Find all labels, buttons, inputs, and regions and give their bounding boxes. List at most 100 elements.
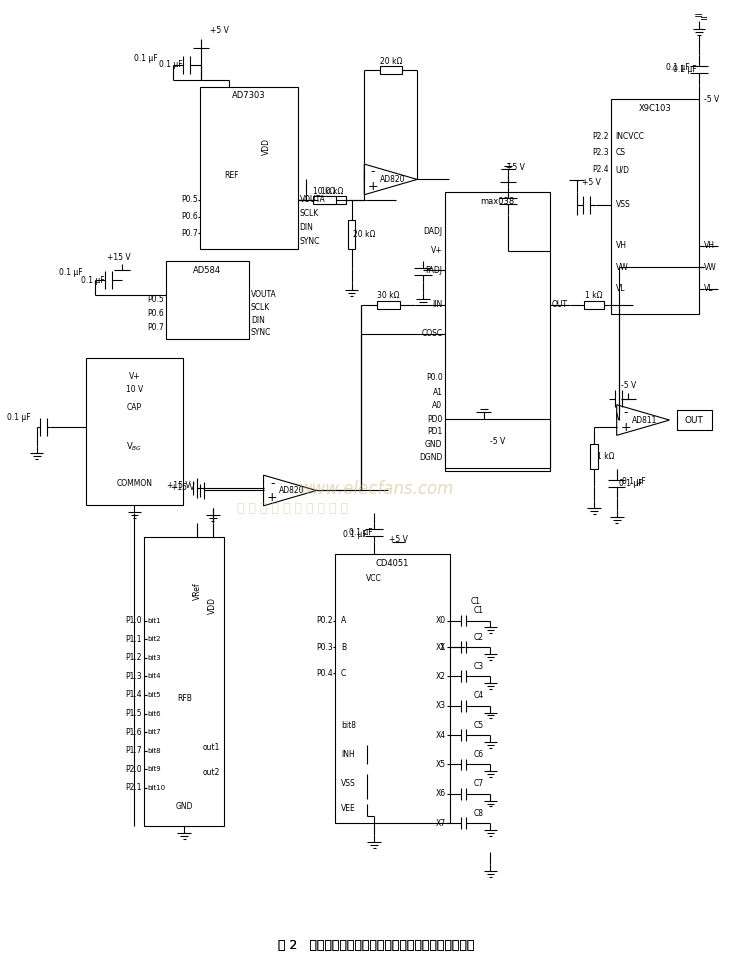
Text: A1: A1 (433, 388, 442, 398)
Text: X1: X1 (436, 642, 445, 651)
Text: B: B (341, 642, 346, 651)
Text: 0.1 μF: 0.1 μF (7, 413, 31, 422)
Text: bit6: bit6 (147, 711, 161, 716)
Text: VOUTA: VOUTA (251, 291, 277, 299)
Text: 中 电 网 元 器 件 产 品 世 界: 中 电 网 元 器 件 产 品 世 界 (237, 502, 349, 514)
Text: X4: X4 (436, 731, 445, 740)
Text: COMMON: COMMON (116, 479, 152, 488)
Text: X5: X5 (436, 760, 445, 769)
Bar (200, 87, 298, 249)
Text: 10 kΩ: 10 kΩ (321, 187, 344, 195)
Text: 20 kΩ: 20 kΩ (379, 56, 402, 65)
Bar (591, 444, 598, 469)
Text: +: + (620, 421, 631, 434)
Text: C1: C1 (471, 597, 481, 606)
Text: =: = (695, 11, 703, 21)
Text: bit3: bit3 (147, 655, 161, 661)
Text: C6: C6 (473, 750, 484, 759)
Text: 0.1 μF: 0.1 μF (673, 65, 697, 74)
Text: P1.0: P1.0 (125, 616, 142, 625)
Text: P1.3: P1.3 (125, 672, 142, 680)
Text: AD820: AD820 (279, 486, 305, 495)
Text: VW: VW (703, 263, 717, 272)
Bar (313, 196, 336, 204)
Text: SCLK: SCLK (300, 209, 319, 218)
Text: X6: X6 (436, 789, 445, 798)
Text: VL: VL (616, 285, 626, 294)
Text: VW: VW (616, 263, 628, 272)
Text: bit9: bit9 (147, 766, 161, 773)
Text: +5 V: +5 V (582, 178, 601, 187)
Text: 0.1 μF: 0.1 μF (619, 479, 642, 488)
Text: VH: VH (703, 241, 715, 251)
Text: -5 V: -5 V (621, 381, 636, 391)
Text: out2: out2 (202, 768, 220, 777)
Text: PD1: PD1 (427, 428, 442, 436)
Text: bit4: bit4 (147, 674, 160, 679)
Text: -5 V: -5 V (703, 94, 719, 104)
Text: CAP: CAP (127, 402, 142, 412)
Text: C: C (341, 669, 346, 677)
Text: INCVCC: INCVCC (616, 132, 645, 141)
Text: +15 V: +15 V (171, 483, 195, 492)
Text: -: - (270, 476, 275, 490)
Text: 0.1 μF: 0.1 μF (81, 276, 105, 285)
Text: VRef: VRef (192, 582, 202, 600)
Text: X0: X0 (436, 616, 445, 625)
Text: C5: C5 (473, 721, 484, 730)
Text: C7: C7 (473, 780, 484, 788)
Bar (611, 99, 699, 314)
Text: bit10: bit10 (147, 784, 165, 791)
Text: +15 V: +15 V (107, 253, 131, 262)
Text: OUT: OUT (552, 300, 568, 309)
Text: V+: V+ (431, 246, 442, 256)
Text: P1.4: P1.4 (125, 690, 142, 700)
Text: P0.5: P0.5 (181, 195, 198, 204)
Text: P0.7: P0.7 (181, 228, 198, 238)
Text: 0.1 μF: 0.1 μF (343, 530, 367, 539)
Text: P2.3: P2.3 (592, 149, 609, 157)
Text: IIN: IIN (433, 300, 442, 309)
Text: P1.7: P1.7 (125, 746, 142, 755)
Text: bit2: bit2 (147, 637, 160, 642)
Text: P2.0: P2.0 (125, 765, 142, 774)
Text: P0.0: P0.0 (426, 373, 442, 383)
Text: VEE: VEE (341, 804, 355, 813)
Text: GND: GND (425, 440, 442, 449)
Text: C2: C2 (473, 633, 484, 642)
Bar (377, 300, 400, 308)
Text: U/D: U/D (616, 165, 630, 174)
Text: SCLK: SCLK (251, 303, 270, 312)
Text: SYNC: SYNC (300, 236, 320, 246)
Text: DIN: DIN (251, 316, 265, 325)
Text: 0.1 μF: 0.1 μF (623, 477, 646, 486)
Text: C4: C4 (473, 691, 484, 701)
Text: P2.2: P2.2 (592, 132, 609, 141)
Bar (335, 554, 450, 823)
Text: C1: C1 (473, 607, 484, 615)
Text: AD820: AD820 (380, 175, 405, 184)
Text: COSC: COSC (421, 330, 442, 338)
Text: A0: A0 (433, 400, 442, 410)
Text: P0.3: P0.3 (316, 642, 333, 651)
Text: REF: REF (224, 171, 239, 180)
Text: +: + (267, 492, 278, 504)
Text: www.elecfans.com: www.elecfans.com (298, 479, 453, 498)
Text: V+: V+ (128, 371, 140, 380)
Text: max038: max038 (480, 197, 514, 206)
Text: INH: INH (341, 750, 355, 759)
Text: -: - (623, 406, 628, 419)
Text: CS: CS (616, 149, 626, 157)
Text: bit8: bit8 (147, 747, 161, 753)
Text: 0.1 μF: 0.1 μF (160, 60, 183, 69)
Text: 0.1 μF: 0.1 μF (349, 528, 372, 538)
Text: VSS: VSS (616, 200, 631, 209)
Text: VOUTA: VOUTA (300, 195, 326, 204)
Text: P0.6: P0.6 (181, 212, 198, 221)
Text: X9C103: X9C103 (638, 104, 672, 114)
Text: AD811: AD811 (632, 416, 657, 425)
Text: C3: C3 (473, 662, 484, 671)
Bar (677, 410, 712, 430)
Text: P2.1: P2.1 (125, 783, 142, 792)
Text: VL: VL (703, 285, 713, 294)
